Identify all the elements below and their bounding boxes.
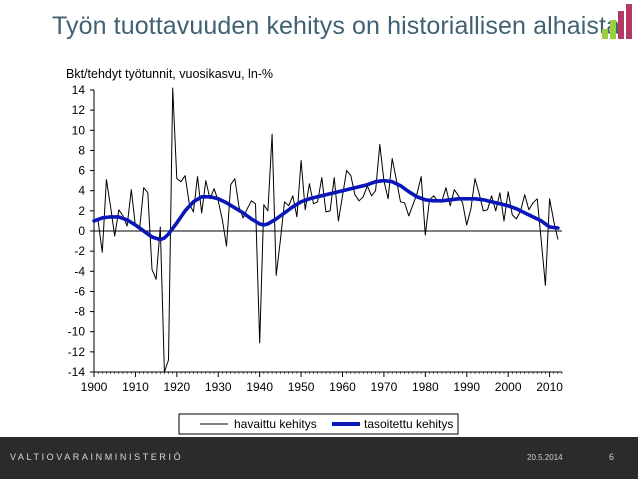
y-tick-label: 0 [78,224,85,238]
x-tick-label: 1900 [81,380,108,394]
y-tick-label: 10 [72,123,86,137]
y-tick-label: 14 [72,83,86,97]
y-tick-label: 6 [78,164,85,178]
footer-date: 20.5.2014 [527,453,563,462]
productivity-line-chart: Bkt/tehdyt työtunnit, vuosikasvu, ln-% 1… [66,67,564,435]
y-tick-label: 2 [78,204,85,218]
y-tick-label: -14 [68,365,86,379]
y-tick-label: -4 [74,264,85,278]
y-tick-label: 8 [78,143,85,157]
x-tick-label: 1950 [288,380,315,394]
footer-page-number: 6 [609,452,615,462]
legend-box [178,413,459,435]
ministry-logo-icon [602,4,632,39]
x-tick-label: 1970 [371,380,398,394]
x-tick-label: 2000 [495,380,522,394]
series-line-smoothed [92,178,560,242]
series-layer [92,87,560,373]
series-line-observed [97,87,559,373]
x-tick-label: 1940 [246,380,273,394]
x-tick-label: 1920 [163,380,190,394]
x-tick-label: 1910 [122,380,149,394]
chart-legend: havaittu kehitys tasoitettu kehitys [178,413,459,435]
footer-organization: VALTIOVARAINMINISTERIÖ [10,452,184,462]
legend-label-observed: havaittu kehitys [234,417,317,431]
y-tick-label: -8 [74,305,85,319]
y-tick-labels: 14 12 10 8 6 4 2 0 -2 -4 -6 -8 -10 -12 -14 [68,83,86,379]
x-tick-label: 1930 [205,380,232,394]
y-tick-label: -12 [68,345,86,359]
x-tick-label: 1960 [329,380,356,394]
chart-title: Bkt/tehdyt työtunnit, vuosikasvu, ln-% [66,67,273,81]
y-tick-label: 12 [72,103,86,117]
x-tick-labels: 1900 1910 1920 1930 1940 1950 1960 1970 1980 1990… [81,380,564,394]
y-tick-label: -2 [74,244,85,258]
y-tick-label: -6 [74,284,85,298]
chart-panel: Bkt/tehdyt työtunnit, vuosikasvu, ln-% 1… [42,62,592,440]
legend-label-smoothed: tasoitettu kehitys [364,417,453,431]
x-tick-label: 2010 [536,380,563,394]
footer-bar: VALTIOVARAINMINISTERIÖ 20.5.2014 6 [0,437,638,479]
y-tick-label: -10 [68,325,86,339]
slide-title: Työn tuottavuuden kehitys on historialli… [52,12,621,40]
y-tick-label: 4 [78,184,85,198]
x-tick-label: 1980 [412,380,439,394]
x-tick-label: 1990 [453,380,480,394]
